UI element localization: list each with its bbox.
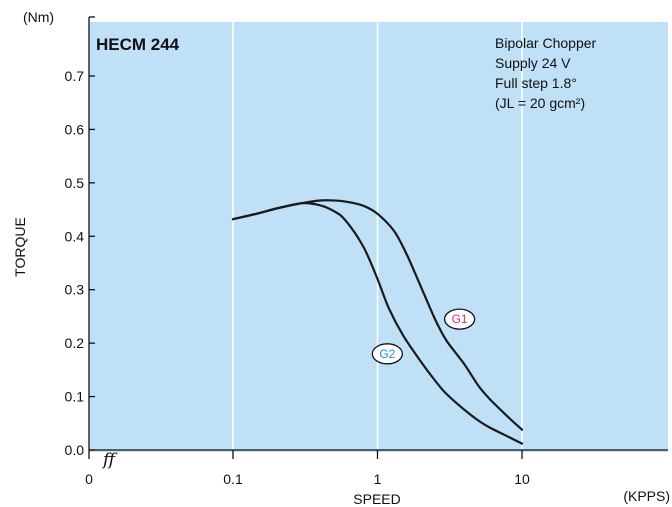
x-axis: 0.1 1 10 (88, 449, 668, 487)
x-origin-label: 0 (85, 471, 93, 487)
y-tick-label-5: 0.5 (65, 175, 85, 191)
chart-title: HECM 244 (96, 35, 180, 54)
x-tick-label-1: 1 (374, 471, 382, 487)
y-axis: 0.0 0.1 0.2 0.3 0.4 0.5 0.6 0.7 (65, 16, 95, 458)
test-conditions: Bipolar Chopper Supply 24 V Full step 1.… (495, 35, 597, 111)
y-tick-label-2: 0.2 (65, 335, 85, 351)
x-tick-label-0: 0.1 (223, 471, 243, 487)
axis-break-mark: ff (101, 450, 118, 470)
y-tick-label-1: 0.1 (65, 389, 85, 405)
condition-line-2: Supply 24 V (495, 55, 571, 71)
x-tick-label-2: 10 (514, 471, 530, 487)
series-label-g1: G1 (443, 308, 476, 330)
y-tick-label-7: 0.7 (65, 68, 85, 84)
series-labels: G1 G2 (371, 308, 476, 365)
series-label-oval (371, 343, 404, 365)
series-label-text: G1 (452, 312, 468, 326)
y-tick-label-0: 0.0 (65, 442, 85, 458)
series-line-g2 (231, 201, 524, 445)
y-tick-label-6: 0.6 (65, 121, 85, 137)
series-layer (231, 199, 524, 445)
series-label-oval (443, 308, 476, 330)
series-label-g2: G2 (371, 343, 404, 365)
y-axis-unit: (Nm) (23, 9, 54, 25)
plot-area (89, 22, 668, 452)
y-tick-label-4: 0.4 (65, 228, 85, 244)
condition-line-1: Bipolar Chopper (495, 35, 597, 51)
condition-line-4: (JL = 20 gcm²) (495, 95, 585, 111)
y-axis-label: TORQUE (12, 217, 28, 277)
x-axis-unit: (KPPS) (623, 488, 670, 504)
series-label-text: G2 (379, 347, 395, 361)
grid (232, 22, 523, 450)
y-tick-label-3: 0.3 (65, 282, 85, 298)
condition-line-3: Full step 1.8° (495, 75, 577, 91)
x-axis-label: SPEED (353, 491, 400, 507)
